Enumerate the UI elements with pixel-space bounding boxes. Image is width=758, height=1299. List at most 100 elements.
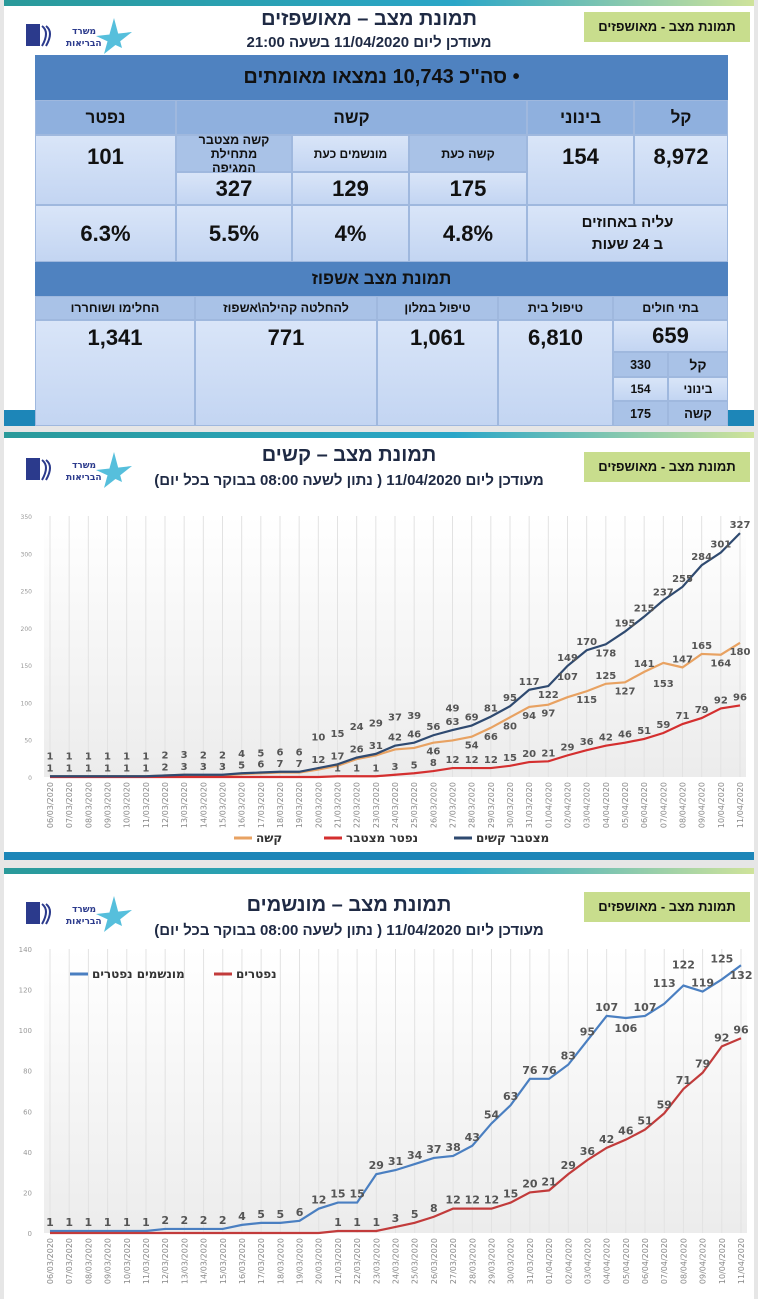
data-label: 15 xyxy=(330,1188,345,1201)
pct-severe-now: 4.8% xyxy=(409,205,527,262)
data-label: 5 xyxy=(277,1208,285,1221)
page-subtitle: מעודכן ליום 11/04/2020 ( נתון לשעה 08:00… xyxy=(154,472,544,489)
x-tick-label: 27/03/2020 xyxy=(449,782,458,828)
data-label: 34 xyxy=(407,1149,423,1162)
data-label: 3 xyxy=(181,750,188,761)
x-tick-label: 04/04/2020 xyxy=(602,782,611,828)
x-tick-label: 20/03/2020 xyxy=(315,1238,324,1284)
data-label: 69 xyxy=(465,713,479,724)
pct-severe-cumulative: 5.5% xyxy=(176,205,292,262)
data-label: 3 xyxy=(181,762,188,773)
x-tick-label: 07/03/2020 xyxy=(65,782,74,828)
data-label: 43 xyxy=(465,1131,480,1144)
x-tick-label: 21/03/2020 xyxy=(334,1238,343,1284)
data-label: 215 xyxy=(634,604,655,615)
data-label: 92 xyxy=(714,1031,729,1044)
data-label: 10 xyxy=(311,733,325,744)
x-tick-label: 17/03/2020 xyxy=(257,782,266,828)
data-label: 63 xyxy=(446,717,460,728)
value-hospitals: 659 xyxy=(613,320,728,352)
x-tick-label: 29/03/2020 xyxy=(487,1238,496,1284)
svg-text:הבריאות: הבריאות xyxy=(66,473,102,483)
data-label: 1 xyxy=(353,1216,361,1229)
x-tick-label: 27/03/2020 xyxy=(449,1238,458,1284)
data-label: 2 xyxy=(219,1214,227,1227)
subheader-severe-now: קשה כעת xyxy=(409,135,527,172)
data-label: 95 xyxy=(580,1025,595,1038)
data-label: 21 xyxy=(541,748,555,759)
x-tick-label: 25/03/2020 xyxy=(410,782,419,828)
x-tick-label: 22/03/2020 xyxy=(353,1238,362,1284)
x-tick-label: 25/03/2020 xyxy=(411,1238,420,1284)
data-label: 80 xyxy=(503,721,517,732)
x-tick-label: 30/03/2020 xyxy=(506,782,515,828)
x-tick-label: 14/03/2020 xyxy=(200,1238,209,1284)
data-label: 97 xyxy=(541,709,555,720)
x-tick-label: 21/03/2020 xyxy=(334,782,343,828)
ventilated-line-chart: 06/03/2020 07/03/2020 08/03/2020 09/03/2020… xyxy=(19,946,753,1284)
data-label: 81 xyxy=(484,704,498,715)
x-tick-label: 22/03/2020 xyxy=(353,782,362,828)
x-tick-label: 09/04/2020 xyxy=(699,1238,708,1284)
y-tick-label: 150 xyxy=(21,663,33,670)
section-tag: תמונת מצב - מאושפזים xyxy=(584,12,750,42)
data-label: 31 xyxy=(369,741,383,752)
x-tick-label: 13/03/2020 xyxy=(180,782,189,828)
data-label: 12 xyxy=(484,755,498,766)
data-label: 2 xyxy=(200,1214,208,1227)
data-label: 37 xyxy=(388,712,402,723)
pct-label: עליה באחוזים ב 24 שעות xyxy=(527,205,728,262)
data-label: 15 xyxy=(331,729,345,740)
data-label: 71 xyxy=(676,1074,691,1087)
data-label: 12 xyxy=(446,755,460,766)
data-label: 1 xyxy=(334,763,341,774)
data-label: 107 xyxy=(634,1001,657,1014)
data-label: 79 xyxy=(695,1058,710,1071)
x-tick-label: 10/04/2020 xyxy=(718,1238,727,1284)
data-label: 178 xyxy=(595,648,616,659)
ministry-logo: משרד הבריאות xyxy=(26,18,136,58)
breakdown-label: קשה xyxy=(668,401,728,426)
y-tick-label: 200 xyxy=(21,626,33,633)
x-tick-label: 24/03/2020 xyxy=(392,1238,401,1284)
x-tick-label: 05/04/2020 xyxy=(621,782,630,828)
data-label: 95 xyxy=(503,693,517,704)
data-label: 195 xyxy=(615,619,636,630)
value-ventilated-now: 129 xyxy=(292,172,409,205)
subheader-severe-cumulative: קשה מצטבר מתחילת המגיפה xyxy=(176,133,292,175)
x-tick-label: 28/03/2020 xyxy=(468,782,477,828)
x-tick-label: 05/04/2020 xyxy=(622,1238,631,1284)
svg-text:משרד: משרד xyxy=(72,27,96,37)
x-tick-label: 10/03/2020 xyxy=(123,782,132,828)
x-tick-label: 04/04/2020 xyxy=(603,1238,612,1284)
x-tick-label: 16/03/2020 xyxy=(238,782,247,828)
data-label: 1 xyxy=(334,1216,342,1229)
svg-text:משרד: משרד xyxy=(72,905,96,915)
legend-label: נפטר מצטבר xyxy=(346,831,418,845)
header-stripe xyxy=(4,868,754,874)
data-label: 94 xyxy=(522,711,536,722)
data-label: 76 xyxy=(541,1064,557,1077)
data-label: 29 xyxy=(369,1159,384,1172)
data-label: 42 xyxy=(599,733,613,744)
data-label: 29 xyxy=(369,718,383,729)
data-label: 2 xyxy=(181,1214,189,1227)
x-tick-label: 11/04/2020 xyxy=(736,782,745,828)
data-label: 1 xyxy=(85,1216,93,1229)
data-label: 15 xyxy=(503,1188,518,1201)
x-tick-label: 02/04/2020 xyxy=(564,782,573,828)
x-tick-label: 31/03/2020 xyxy=(526,1238,535,1284)
x-tick-label: 08/04/2020 xyxy=(679,782,688,828)
data-label: 1 xyxy=(372,1216,380,1229)
data-label: 54 xyxy=(465,741,479,752)
data-label: 255 xyxy=(672,574,693,585)
data-label: 8 xyxy=(430,758,437,769)
y-tick-label: 20 xyxy=(23,1189,32,1197)
legend-label: מצטבר קשים xyxy=(476,831,549,845)
data-label: 1 xyxy=(47,751,54,762)
data-label: 42 xyxy=(388,733,402,744)
data-label: 2 xyxy=(161,1214,169,1227)
data-label: 1 xyxy=(65,1216,73,1229)
data-label: 49 xyxy=(446,703,460,714)
data-label: 1 xyxy=(66,763,73,774)
